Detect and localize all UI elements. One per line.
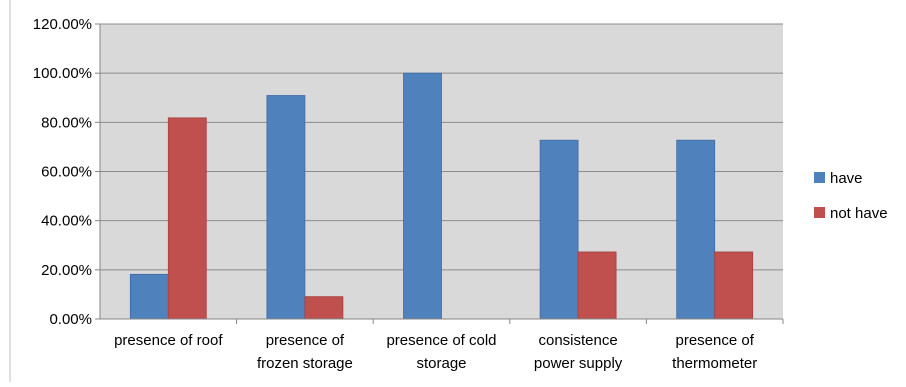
legend: have not have (814, 170, 888, 222)
legend-swatch-not-have (814, 207, 825, 218)
bar-not-have-1 (167, 117, 207, 320)
x-tick-label: presence of roof (114, 332, 223, 349)
legend-label-have: have (830, 170, 863, 187)
y-tick-label: 60.00% (41, 164, 92, 181)
bar-have-2 (266, 95, 306, 320)
y-tick-label: 20.00% (41, 262, 92, 279)
x-tick-label: consistence power supply (534, 332, 623, 372)
y-tick-label: 100.00% (33, 65, 92, 82)
y-tick-label: 40.00% (41, 213, 92, 230)
bar-not-have-2 (304, 296, 344, 320)
y-tick-label: 0.00% (49, 311, 92, 328)
tick-labels: 0.00% 20.00% 40.00% 60.00% 80.00% 100.00% 120.… (33, 16, 757, 372)
x-tick-label: presence of frozen storage (257, 332, 353, 372)
bar-have-3 (403, 72, 442, 320)
axes (95, 23, 784, 324)
bar-have-1 (129, 273, 169, 320)
bar-have-5 (676, 139, 716, 320)
y-tick-label: 80.00% (41, 114, 92, 131)
legend-swatch-have (814, 172, 825, 183)
x-tick-label: presence of cold storage (386, 332, 496, 372)
bar-not-have-4 (577, 251, 617, 320)
x-tick-label: presence of thermometer (672, 332, 757, 372)
y-tick-label: 120.00% (33, 16, 92, 33)
bar-not-have-5 (714, 251, 754, 320)
bar-have-4 (539, 139, 579, 320)
legend-label-not-have: not have (830, 205, 888, 222)
